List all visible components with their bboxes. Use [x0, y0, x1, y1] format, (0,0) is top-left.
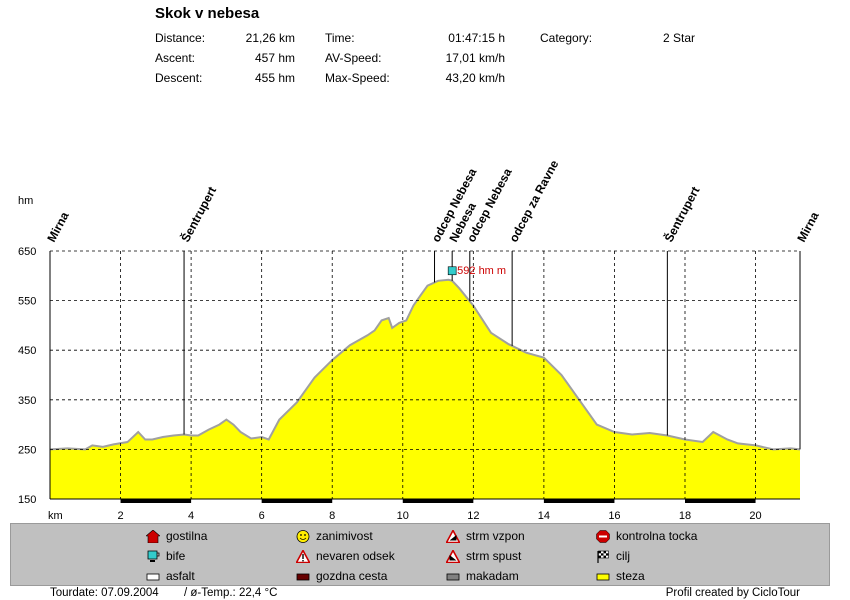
x-tick-label: 6 — [259, 510, 265, 522]
legend-label: strm spust — [466, 549, 522, 563]
time-label: Time: — [325, 31, 355, 45]
legend-item-asfalt: asfalt — [146, 569, 195, 583]
legend-item-cilj: cilj — [596, 549, 630, 563]
surface-segment — [120, 499, 192, 503]
surface-segment — [684, 499, 756, 503]
legend-panel: gostilna bife asfalt zanimivost nevaren … — [10, 523, 830, 586]
steep-climb-icon — [446, 529, 460, 543]
descent-label: Descent: — [155, 71, 203, 85]
x-tick-label: 14 — [538, 510, 550, 522]
legend-label: steza — [616, 569, 645, 583]
elevation-line — [49, 278, 801, 451]
cup-icon — [147, 550, 160, 562]
surface-segment — [402, 499, 474, 503]
waypoint-label: Šentrupert — [661, 184, 703, 245]
x-tick-label: 12 — [467, 510, 479, 522]
legend-item-nevaren-odsek: nevaren odsek — [296, 549, 395, 563]
legend-item-strm-vzpon: strm vzpon — [446, 529, 525, 543]
x-tick-label: 2 — [117, 510, 123, 522]
ascent-label: Ascent: — [155, 51, 196, 65]
elevation-area — [50, 279, 800, 499]
y-tick-label: 150 — [18, 494, 36, 506]
waypoint-label: Mirna — [794, 209, 822, 244]
legend-label: gozdna cesta — [316, 569, 388, 583]
finish-flag-icon — [597, 550, 609, 563]
legend-label: zanimivost — [316, 529, 373, 543]
legend-item-steza: steza — [596, 569, 645, 583]
waypoint-label: Šentrupert — [177, 184, 219, 245]
stop-icon — [596, 529, 610, 543]
y-tick-label: 350 — [18, 395, 36, 407]
y-tick-label: 250 — [18, 444, 36, 456]
legend-item-gozdna-cesta: gozdna cesta — [296, 569, 387, 583]
x-tick-label: 16 — [608, 510, 620, 522]
y-axis-label: hm — [18, 195, 33, 207]
peak-marker — [447, 266, 457, 276]
descent-value: 455 hm — [254, 71, 295, 85]
page-title: Skok v nebesa — [155, 5, 260, 22]
steep-descent-icon — [446, 549, 460, 563]
y-tick-label: 450 — [18, 345, 36, 357]
distance-label: Distance: — [155, 31, 206, 45]
category-label: Category: — [540, 31, 593, 45]
legend-label: asfalt — [166, 569, 195, 583]
surface-segment — [261, 499, 333, 503]
x-tick-label: 20 — [749, 510, 761, 522]
legend-label: makadam — [466, 569, 519, 583]
credit: Profil created by CicloTour — [665, 587, 800, 599]
peak-elevation-label: 592 hm m — [457, 265, 506, 277]
y-tick-label: 650 — [18, 246, 36, 258]
waypoint-label: odcep za Ravne — [506, 157, 561, 244]
x-tick-label: 8 — [329, 510, 335, 522]
legend-item-strm-spust: strm spust — [446, 549, 521, 563]
legend-item-kontrolna-tocka: kontrolna tocka — [596, 529, 697, 543]
trail-swatch-icon — [596, 573, 610, 580]
maxspeed-label: Max-Speed: — [325, 71, 390, 85]
legend-item-makadam: makadam — [446, 569, 519, 583]
tourdate: Tourdate: 07.09.2004 — [50, 587, 159, 599]
forest-road-swatch-icon — [296, 573, 310, 580]
x-axis-label: km — [48, 510, 63, 522]
distance-value: 21,26 km — [245, 31, 295, 45]
warning-icon — [296, 549, 310, 563]
gravel-swatch-icon — [446, 573, 460, 580]
asphalt-swatch-icon — [146, 573, 160, 580]
surface-segment — [543, 499, 615, 503]
y-tick-label: 550 — [18, 296, 36, 308]
x-tick-label: 18 — [679, 510, 691, 522]
avspeed-label: AV-Speed: — [325, 51, 382, 65]
legend-item-gostilna: gostilna — [146, 529, 207, 543]
legend-label: cilj — [616, 549, 630, 563]
x-tick-label: 10 — [397, 510, 409, 522]
house-icon — [146, 529, 160, 543]
legend-label: nevaren odsek — [316, 549, 395, 563]
ascent-value: 457 hm — [254, 51, 295, 65]
waypoint-label: Mirna — [44, 209, 72, 244]
legend-item-zanimivost: zanimivost — [296, 529, 373, 543]
elevation-profile-chart: 150 250 350 450 550 650 hm km 2 4 6 8 10 12 14 16 18 20 Mi… — [18, 157, 822, 522]
average-temperature: / ø-Temp.: 22,4 °C — [184, 587, 278, 599]
smiley-icon — [296, 529, 310, 543]
x-tick-label: 4 — [188, 510, 194, 522]
legend-label: strm vzpon — [466, 529, 525, 543]
category-value: 2 Star — [663, 31, 696, 45]
avspeed-value: 17,01 km/h — [445, 51, 505, 65]
legend-label: bife — [166, 549, 186, 563]
legend-label: gostilna — [166, 529, 208, 543]
maxspeed-value: 43,20 km/h — [445, 71, 505, 85]
legend-label: kontrolna tocka — [616, 529, 698, 543]
legend-item-bife: bife — [146, 549, 185, 563]
time-value: 01:47:15 h — [448, 31, 505, 45]
